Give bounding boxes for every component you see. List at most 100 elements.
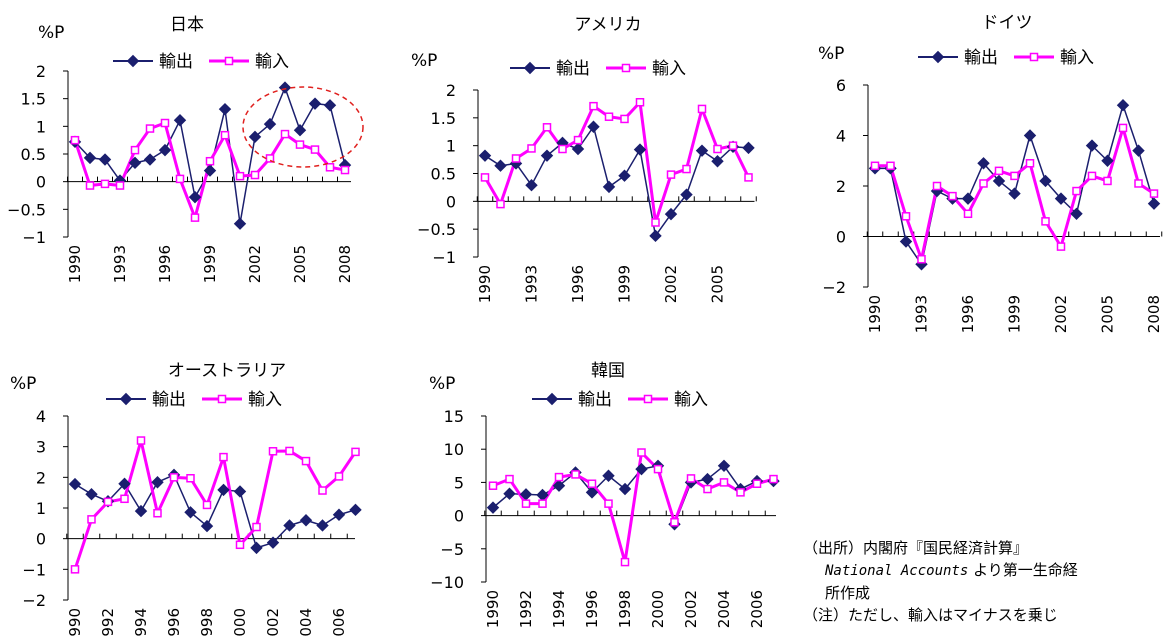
y-tick-label: 1 — [36, 499, 46, 518]
export-data-point — [128, 156, 142, 170]
chart-panel: 韓国 %P 輸出 輸入 15 10 5 0 −5 −10 1990 1992 1994 1996 1998 2… — [429, 361, 780, 628]
legend-export-label: 輸出 — [152, 390, 186, 410]
import-data-point — [511, 154, 521, 163]
y-axis-unit-label: %P — [10, 374, 36, 394]
export-data-point — [299, 514, 313, 527]
import-data-point — [220, 130, 230, 140]
import-data-point — [670, 517, 679, 527]
x-tick-label: 2002 — [1052, 295, 1070, 333]
y-tick-label: 5 — [454, 473, 464, 492]
chart-panel: オーストラリア %P 輸出 輸入 4 3 2 1 0 −1 −2 1990 1992 1994 1996 19… — [10, 361, 362, 637]
import-data-point — [1134, 179, 1143, 188]
export-data-point — [1039, 174, 1052, 188]
legend: 輸出 輸入 — [532, 390, 708, 410]
y-tick-label: 2 — [36, 62, 46, 81]
y-tick-label: 1.5 — [431, 109, 456, 128]
x-tick-label: 1996 — [959, 295, 977, 333]
export-data-point — [233, 217, 247, 230]
import-data-point — [280, 129, 290, 139]
export-data-point — [1116, 98, 1130, 112]
export-data-point — [649, 229, 662, 243]
import-data-point — [1025, 159, 1035, 168]
x-tick-label: 1992 — [517, 590, 535, 628]
export-data-point — [552, 479, 566, 492]
export-data-point — [263, 117, 277, 131]
export-data-point — [278, 81, 292, 94]
chart-title: 日本 — [170, 15, 204, 35]
x-tick-label: 1992 — [99, 608, 117, 637]
import-series-line — [483, 100, 750, 224]
x-tick-label: 2006 — [330, 608, 348, 637]
export-data-point — [1070, 207, 1083, 220]
y-tick-label: 2 — [446, 81, 456, 100]
legend-export-marker — [119, 392, 133, 406]
y-tick-label: −2 — [22, 591, 46, 610]
export-data-point — [602, 180, 616, 194]
export-data-point — [293, 123, 307, 137]
import-data-point — [268, 447, 278, 456]
legend-import-marker — [217, 394, 227, 404]
x-tick-label: 1990 — [66, 245, 84, 283]
y-tick-label: 0 — [836, 228, 846, 247]
x-tick-label: 1999 — [1006, 295, 1024, 333]
export-data-point — [1085, 139, 1099, 152]
y-tick-label: 15 — [444, 407, 464, 426]
y-axis-unit-label: %P — [38, 23, 64, 43]
export-data-point — [664, 207, 678, 221]
import-data-point — [136, 436, 146, 445]
y-tick-label: −1 — [22, 228, 46, 247]
y-tick-label: 1 — [446, 137, 456, 156]
y-axis-unit-label: %P — [429, 374, 455, 394]
x-tick-label: 1993 — [111, 245, 129, 283]
export-data-point — [1008, 187, 1021, 200]
export-data-point — [203, 164, 217, 177]
y-tick-label: 0 — [446, 192, 456, 211]
import-data-point — [505, 474, 514, 484]
y-tick-label: 10 — [444, 440, 464, 459]
import-data-point — [202, 500, 212, 510]
highlight-ellipse — [242, 86, 364, 168]
import-data-point — [301, 456, 311, 466]
import-data-point — [1087, 171, 1097, 181]
x-tick-label: 1996 — [165, 608, 183, 637]
export-data-point — [961, 192, 975, 205]
x-tick-label: 1996 — [569, 265, 587, 303]
import-data-point — [901, 212, 911, 221]
x-tick-label: 2002 — [662, 265, 680, 303]
y-tick-label: 4 — [36, 407, 46, 426]
import-data-point — [252, 522, 261, 532]
y-tick-label: 0 — [454, 507, 464, 526]
y-tick-label: 3 — [36, 438, 46, 457]
x-tick-label: 1993 — [913, 295, 931, 333]
x-tick-label: 2000 — [649, 590, 667, 628]
export-data-point — [250, 541, 263, 555]
y-tick-label: −0.5 — [7, 200, 46, 219]
export-data-point — [316, 519, 329, 532]
y-axis-unit-label: %P — [411, 51, 437, 71]
export-data-point — [173, 114, 187, 127]
import-data-point — [285, 446, 294, 456]
export-series-line — [875, 104, 1155, 266]
source-line-2-rest: より第一生命経 — [968, 561, 1078, 579]
legend-import-label: 輸入 — [248, 390, 282, 410]
import-data-point — [703, 484, 712, 494]
import-data-point — [340, 165, 350, 175]
y-tick-label: 4 — [836, 127, 846, 146]
import-data-point — [1056, 242, 1066, 251]
import-data-point — [653, 464, 663, 474]
x-tick-label: 1990 — [476, 265, 494, 303]
legend-import-label: 輸入 — [652, 59, 686, 79]
chart-panel: ドイツ %P 輸出 輸入 6 4 2 0 −2 1990 1993 1996 1999 2002 2005 2… — [818, 13, 1163, 333]
import-data-point — [1149, 189, 1159, 198]
import-data-point — [186, 474, 195, 483]
legend-export-marker — [523, 61, 537, 75]
import-data-point — [175, 174, 185, 184]
x-tick-label: 2005 — [291, 245, 309, 283]
x-tick-label: 1990 — [66, 608, 84, 637]
import-data-point — [589, 101, 598, 111]
export-data-point — [85, 487, 98, 501]
export-data-point — [680, 188, 693, 201]
x-tick-label: 1998 — [198, 608, 216, 637]
y-tick-label: −1 — [22, 560, 46, 579]
